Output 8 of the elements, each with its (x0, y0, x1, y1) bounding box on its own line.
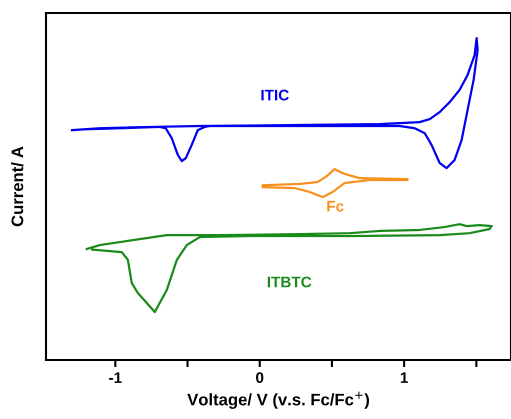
series-label: Fc (327, 200, 344, 212)
series-label: ITIC (261, 90, 289, 100)
x-tick-label: 0 (256, 372, 264, 384)
x-tick-label: 1 (400, 372, 408, 383)
y-axis-title: Current/ A (11, 146, 24, 226)
text: ITBTC (268, 276, 312, 288)
x-tick-label: -1 (109, 372, 122, 383)
x-axis-title: Voltage/ V (v.s. Fc/Fc$^{+}$) (187, 392, 369, 409)
